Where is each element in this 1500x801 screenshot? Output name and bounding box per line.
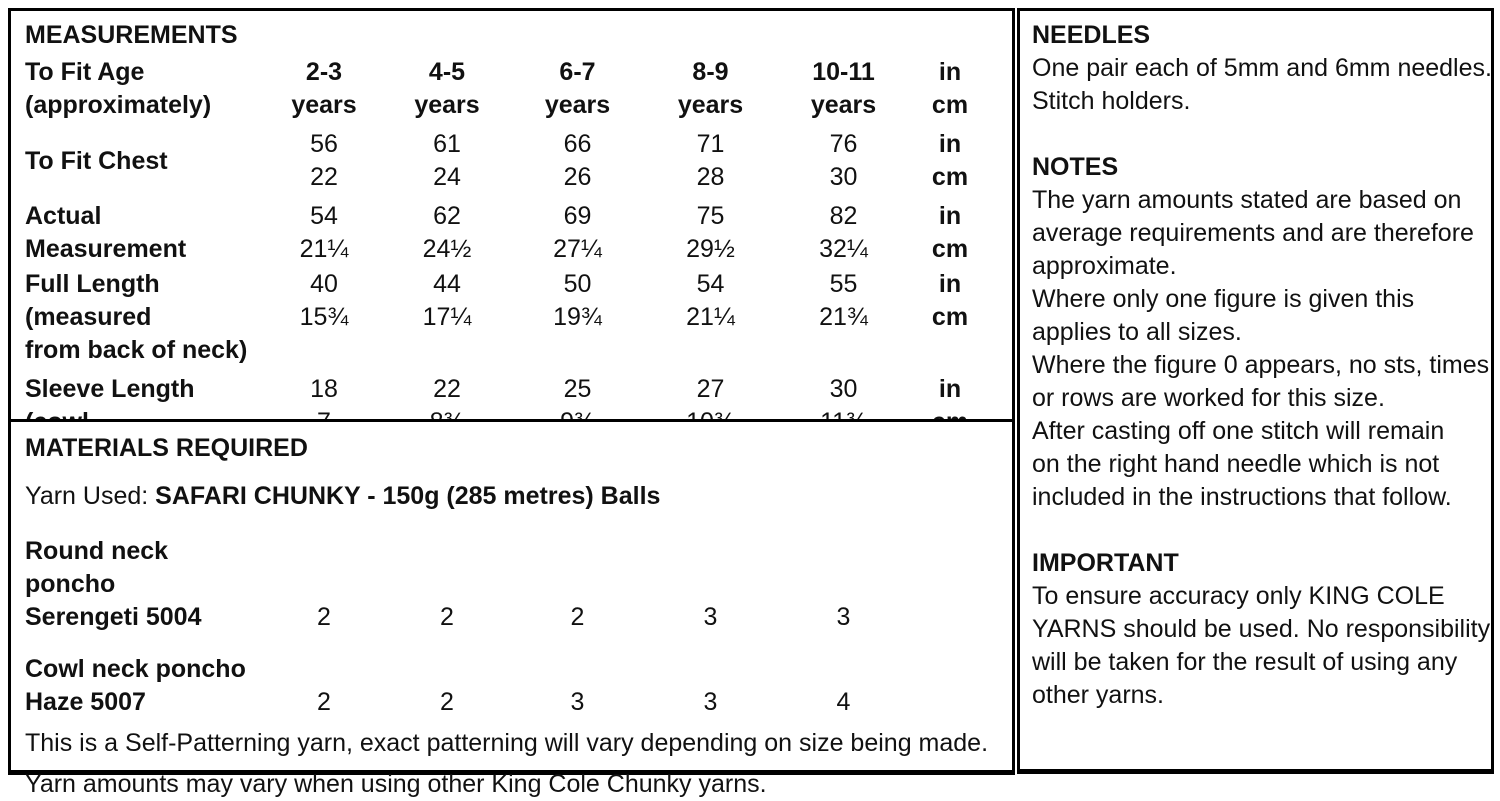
units-column-header: in cm: [931, 58, 969, 119]
needles-heading: NEEDLES: [1032, 21, 1151, 49]
notes-text: applies to all sizes.: [1032, 318, 1242, 346]
yarn-name: Cowl neck poncho Haze 5007: [25, 655, 246, 716]
notes-text: Where only one figure is given this: [1032, 285, 1415, 313]
size-column-10-11: 10-11 years: [810, 58, 877, 119]
materials-row-cowl-neck-poncho: Cowl neck poncho Haze 5007 2 2 3 3 4: [25, 653, 1004, 719]
needles-text: Stitch holders.: [1032, 87, 1191, 115]
row-label: Actual Measurement: [25, 202, 187, 263]
to-fit-age-label: To Fit Age (approximately): [25, 58, 212, 119]
size-column-2-3: 2-3 years: [291, 58, 357, 119]
self-patterning-note: This is a Self-Patterning yarn, exact pa…: [25, 729, 989, 757]
table-row-full-length: Full Length (measured from back of neck)…: [25, 268, 1004, 367]
notes-text: approximate.: [1032, 252, 1177, 280]
measurements-title: MEASUREMENTS: [25, 21, 238, 49]
yarn-used-value: SAFARI CHUNKY - 150g (285 metres) Balls: [155, 482, 661, 510]
notes-text: on the right hand needle which is not: [1032, 450, 1440, 478]
size-column-6-7: 6-7 years: [544, 58, 611, 119]
materials-title: MATERIALS REQUIRED: [25, 434, 308, 462]
yarn-used-label: Yarn Used:: [25, 482, 156, 510]
measurements-panel: MEASUREMENTS To Fit Age (approximately) …: [8, 8, 1015, 469]
notes-text: After casting off one stitch will remain: [1032, 417, 1445, 445]
notes-text: average requirements and are therefore: [1032, 219, 1474, 247]
notes-text: included in the instructions that follow…: [1032, 483, 1452, 511]
notes-heading: NOTES: [1032, 153, 1119, 181]
measurements-header-row: To Fit Age (approximately) 2-3 years 4-5…: [25, 56, 1004, 122]
yarn-name: Round neck poncho Serengeti 5004: [25, 537, 202, 631]
size-column-8-9: 8-9 years: [677, 58, 744, 119]
materials-row-round-neck-poncho: Round neck poncho Serengeti 5004 2 2 2 3…: [25, 535, 1004, 634]
notes-text: or rows are worked for this size.: [1032, 384, 1385, 412]
table-row-to-fit-chest: To Fit Chest 56 22 61 24 66 26 71 28 76 30 in…: [25, 128, 1004, 194]
important-text: YARNS should be used. No responsibility: [1032, 615, 1491, 643]
notes-text: Where the figure 0 appears, no sts, time…: [1032, 351, 1490, 379]
info-panel: NEEDLES One pair each of 5mm and 6mm nee…: [1017, 8, 1494, 774]
table-row-actual-measurement: Actual Measurement 54 21¼ 62 24½ 69 27¼ 75 2…: [25, 200, 1004, 266]
row-label: Full Length (measured from back of neck): [25, 270, 248, 364]
materials-panel: MATERIALS REQUIRED Yarn Used: SAFARI CHU…: [8, 419, 1015, 798]
important-text: will be taken for the result of using an…: [1032, 648, 1458, 676]
pattern-sheet: MEASUREMENTS To Fit Age (approximately) …: [8, 8, 1494, 798]
important-text: To ensure accuracy only KING COLE: [1032, 582, 1445, 610]
yarn-used-line: Yarn Used: SAFARI CHUNKY - 150g (285 met…: [25, 480, 1004, 513]
yarn-amounts-note: Yarn amounts may vary when using other K…: [25, 770, 767, 798]
notes-text: The yarn amounts stated are based on: [1032, 186, 1462, 214]
important-heading: IMPORTANT: [1032, 549, 1179, 577]
row-label: To Fit Chest: [25, 146, 168, 175]
size-column-4-5: 4-5 years: [414, 58, 480, 119]
needles-text: One pair each of 5mm and 6mm needles.: [1032, 54, 1492, 82]
important-text: other yarns.: [1032, 681, 1165, 709]
